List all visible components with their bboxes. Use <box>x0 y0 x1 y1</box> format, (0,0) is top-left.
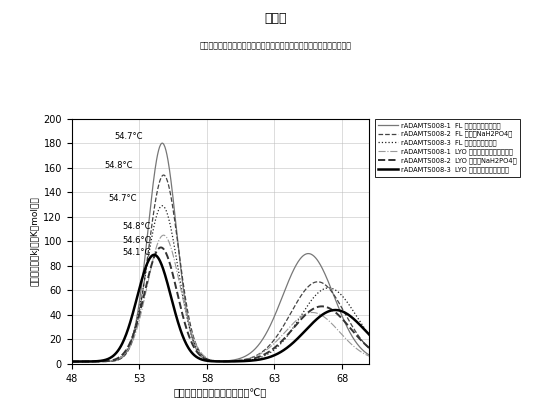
Text: 54.8°C: 54.8°C <box>122 222 151 231</box>
Text: 図１１: 図１１ <box>264 12 287 25</box>
Text: 54.8°C: 54.8°C <box>105 161 133 170</box>
Legend: rADAMTS008-1  FL 液状（ヒスチジン）, rADAMTS008-2  FL 液状（NaH2PO4）, rADAMTS008-3  FL 液状（クエ: rADAMTS008-1 FL 液状（ヒスチジン）, rADAMTS008-2 … <box>375 119 520 177</box>
Y-axis label: モル熱容量［kJ／（K・mol）］: モル熱容量［kJ／（K・mol）］ <box>30 196 39 286</box>
X-axis label: アンフォールディング温度［℃］: アンフォールディング温度［℃］ <box>174 388 267 398</box>
Text: 54.6°C: 54.6°C <box>122 236 151 245</box>
Text: 54.7°C: 54.7°C <box>114 132 143 141</box>
Text: 54.7°C: 54.7°C <box>109 194 137 203</box>
Text: （－１：Ｈｉｓ緩衝液；－２：リン酸緩衝液；－３：クエン酸緩衝液）: （－１：Ｈｉｓ緩衝液；－２：リン酸緩衝液；－３：クエン酸緩衝液） <box>199 41 352 50</box>
Text: 54.1°C: 54.1°C <box>122 248 151 257</box>
